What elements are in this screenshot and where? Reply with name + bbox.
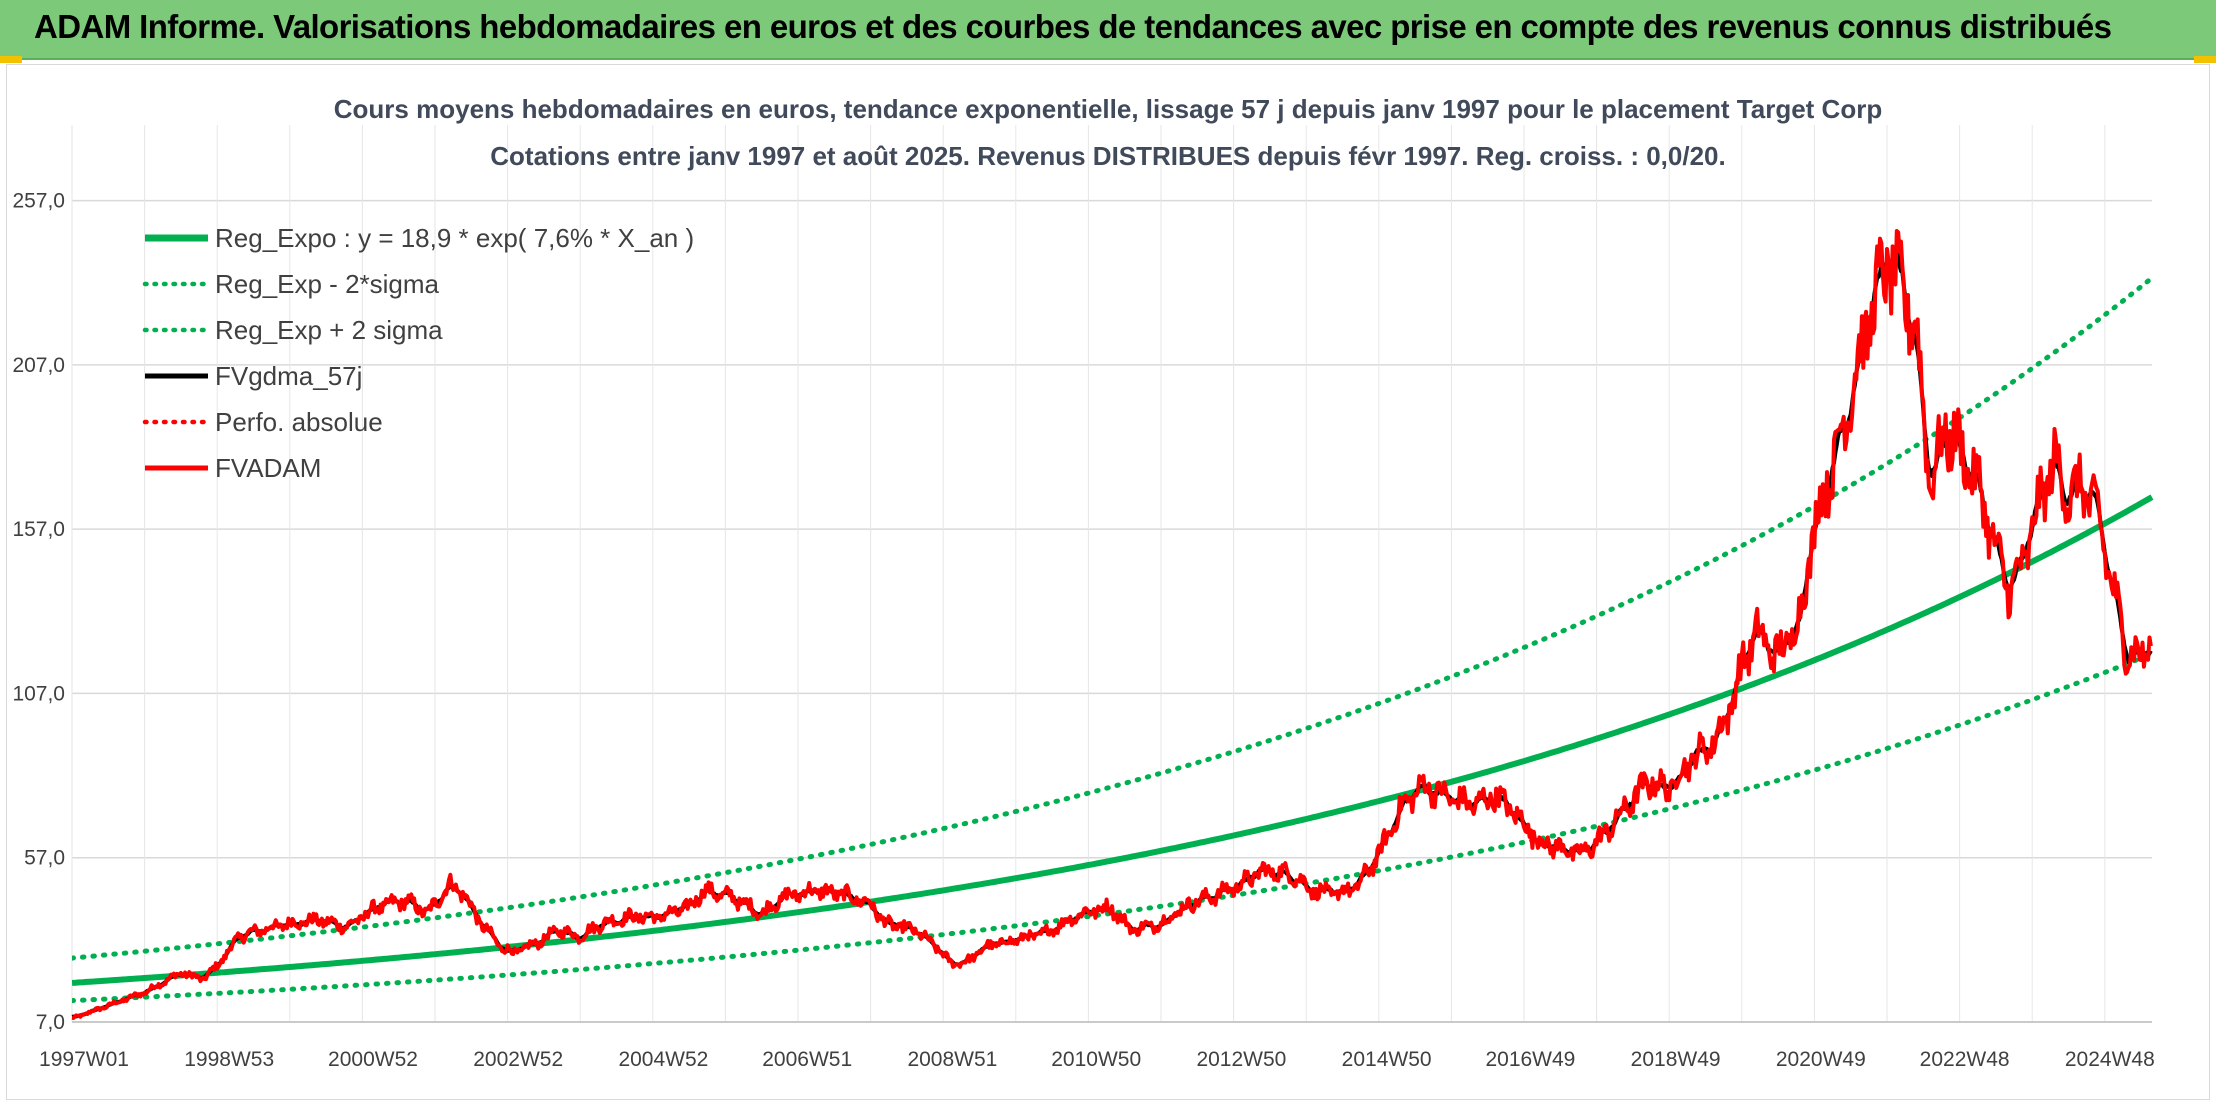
x-tick-label: 2018W49 — [1631, 1048, 1721, 1071]
x-tick-label: 2012W50 — [1196, 1048, 1286, 1071]
series-lines — [71, 229, 2155, 1020]
y-tick-label: 57,0 — [24, 847, 65, 870]
upper-band-line — [72, 275, 2155, 961]
x-tick-label: 1997W01 — [39, 1048, 129, 1071]
x-tick-label: 2006W51 — [762, 1048, 852, 1071]
x-tick-label: 2004W52 — [618, 1048, 708, 1071]
grid-lines — [71, 125, 2152, 1023]
y-tick-label: 7,0 — [36, 1011, 65, 1034]
y-tick-label: 257,0 — [12, 190, 65, 213]
x-tick-label: 2022W48 — [1920, 1048, 2010, 1071]
chart-frame — [6, 64, 2210, 1100]
legend-label: FVADAM — [215, 453, 321, 483]
y-tick-label: 107,0 — [12, 682, 65, 705]
banner-title: ADAM Informe. Valorisations hebdomadaire… — [34, 8, 2112, 45]
legend-label: FVgdma_57j — [215, 361, 362, 391]
legend: Reg_Expo : y = 18,9 * exp( 7,6% * X_an )… — [142, 223, 694, 483]
lower-band-line — [72, 651, 2155, 1004]
legend-label: Reg_Exp + 2 sigma — [215, 315, 443, 345]
x-tick-label: 1998W53 — [184, 1048, 274, 1071]
x-tick-label: 2000W52 — [328, 1048, 418, 1071]
chart-subtitle: Cotations entre janv 1997 et août 2025. … — [490, 141, 1725, 171]
x-tick-label: 2002W52 — [473, 1048, 563, 1071]
chart-title: Cours moyens hebdomadaires en euros, ten… — [334, 94, 1882, 124]
x-tick-label: 2014W50 — [1342, 1048, 1432, 1071]
y-tick-label: 207,0 — [12, 354, 65, 377]
x-tick-label: 2008W51 — [907, 1048, 997, 1071]
regression-line — [72, 494, 2154, 986]
legend-label: Reg_Expo : y = 18,9 * exp( 7,6% * X_an ) — [215, 223, 694, 253]
corner-marker-left — [0, 56, 22, 63]
x-tick-label: 2020W49 — [1776, 1048, 1866, 1071]
report-banner: ADAM Informe. Valorisations hebdomadaire… — [0, 0, 2216, 60]
y-axis-ticks: 7,0 57,0 107,0 157,0 207,0 257,0 — [12, 190, 65, 1034]
legend-label: Perfo. absolue — [215, 407, 383, 437]
x-tick-label: 2010W50 — [1051, 1048, 1141, 1071]
y-tick-label: 157,0 — [12, 518, 65, 541]
legend-label: Reg_Exp - 2*sigma — [215, 269, 440, 299]
x-tick-label: 2016W49 — [1485, 1048, 1575, 1071]
price-line — [71, 229, 2153, 1020]
x-axis-ticks: 1997W01 1998W53 2000W52 2002W52 2004W52 2006W… — [39, 1048, 2155, 1071]
corner-marker-right — [2194, 56, 2216, 63]
x-tick-label: 2024W48 — [2065, 1048, 2155, 1071]
